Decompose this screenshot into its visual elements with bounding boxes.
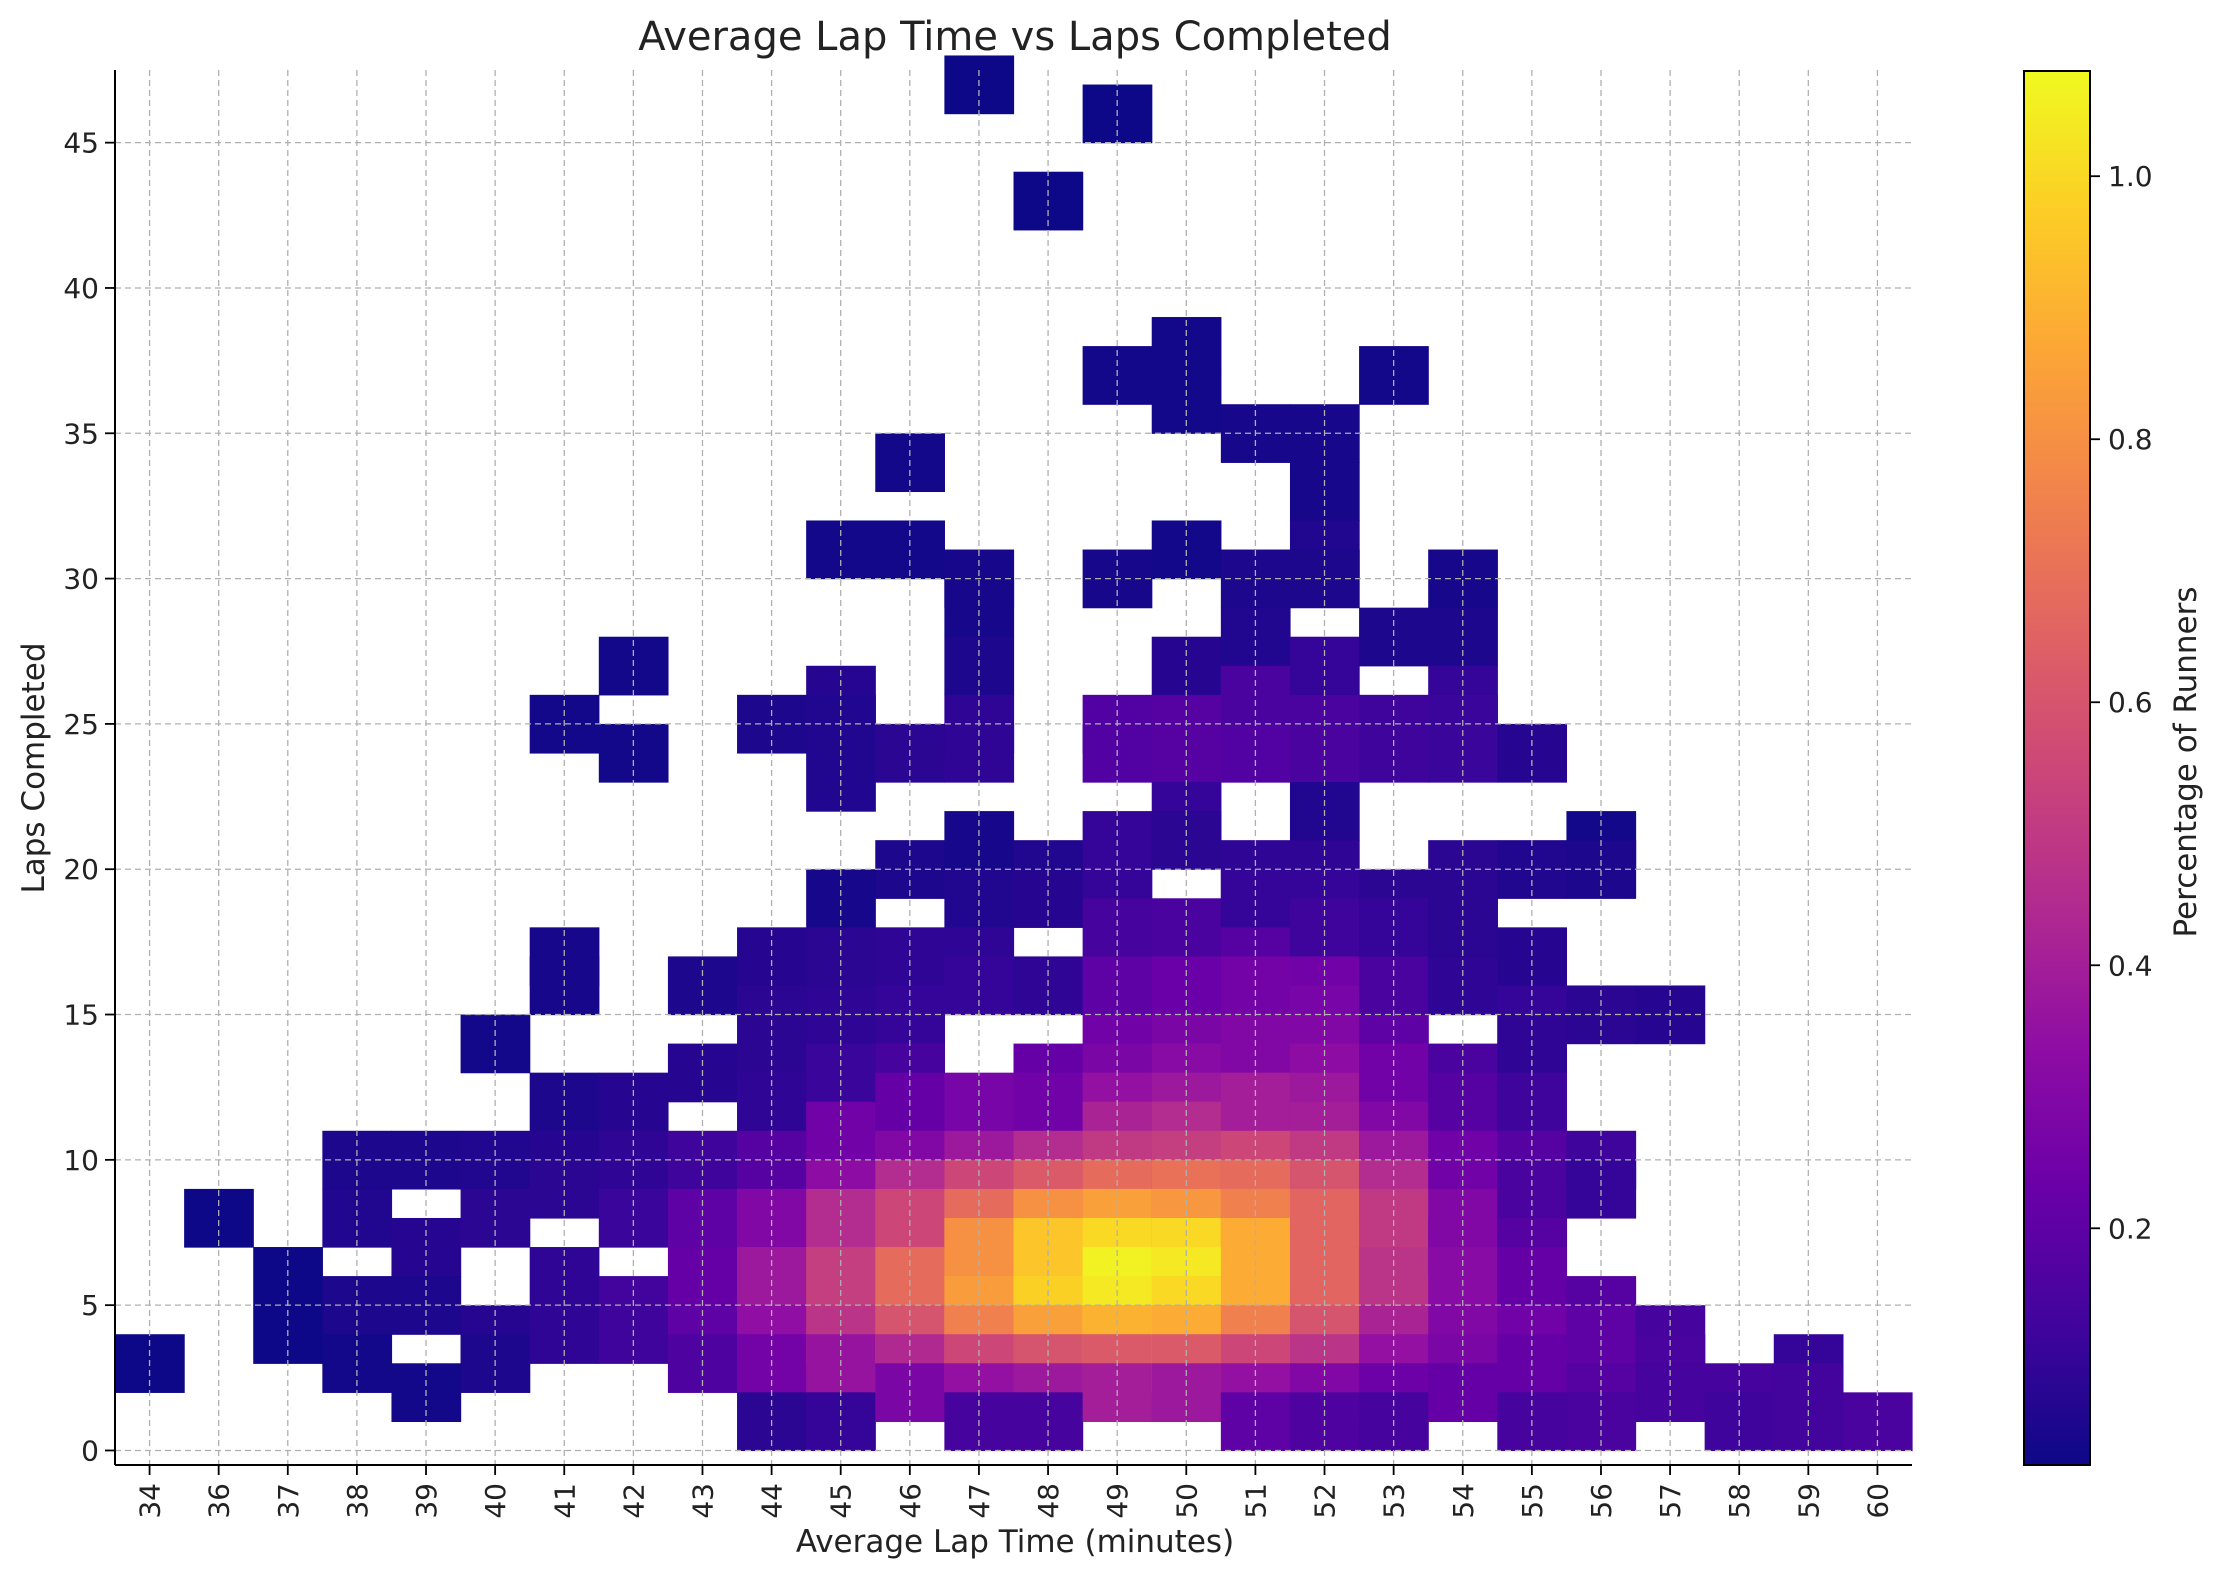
x-tick-label: 56 [1585,1483,1618,1519]
grid-lines [115,70,1912,1465]
heatmap-cell [322,1188,393,1248]
heatmap-cell [944,1217,1015,1277]
heatmap-cell [875,1188,945,1248]
x-tick-label: 48 [1032,1483,1065,1519]
colorbar-tick-label: 0.8 [2108,423,2153,456]
x-tick-label: 60 [1861,1483,1894,1519]
x-tick-label: 38 [341,1483,374,1519]
heatmap-cell [184,1188,254,1248]
heatmap-cell [944,869,1015,928]
heatmap-cell [1220,607,1291,667]
heatmap-cell [737,927,807,987]
colorbar-tick-label: 0.2 [2108,1212,2153,1245]
heatmap-cell [806,869,876,928]
heatmap-cell [875,927,945,987]
y-tick-label: 10 [63,1144,99,1177]
x-axis-label: Average Lap Time (minutes) [796,1524,1234,1560]
x-tick-label: 52 [1309,1483,1342,1519]
x-tick-label: 34 [134,1483,167,1519]
y-tick-label: 30 [63,563,99,596]
x-tick-label: 41 [548,1483,581,1519]
x-tick-label: 40 [479,1483,512,1519]
y-tick-label: 0 [81,1434,99,1467]
x-tick-label: 46 [894,1483,927,1519]
colorbar-tick-label: 1.0 [2108,160,2153,193]
heatmap-cell [1359,1188,1429,1248]
heatmap-cell [1428,898,1498,958]
heatmap-cell [460,1188,531,1248]
x-tick-label: 55 [1516,1483,1549,1519]
x-tick-label: 39 [410,1483,443,1519]
x-tick-label: 50 [1170,1483,1203,1519]
heatmap-cell [1428,607,1498,667]
x-tick-label: 58 [1723,1483,1756,1519]
y-tick-label: 45 [63,127,99,160]
heatmap-cell [1082,898,1153,958]
y-tick-label: 20 [63,853,99,886]
y-tick-label: 5 [81,1289,99,1322]
colorbar: 0.2 0.4 0.6 0.8 1.0 [2023,70,2153,1466]
heatmap-cell [1289,1188,1360,1248]
y-tick-label: 25 [63,708,99,741]
heatmap-cell [1151,898,1222,958]
heatmap-cell [1013,869,1084,928]
x-tick-label: 45 [825,1483,858,1519]
heatmap-cell [1220,869,1291,928]
x-tick-label: 54 [1447,1483,1480,1519]
y-tick-label: 15 [63,999,99,1032]
x-tick-label: 49 [1101,1483,1134,1519]
heatmap-cell [598,1188,669,1248]
heatmap-cell [806,927,876,987]
colorbar-tick-label: 0.6 [2108,686,2153,719]
heatmap-cell [806,1188,876,1248]
x-tick-label: 44 [756,1483,789,1519]
x-tick-label: 47 [963,1483,996,1519]
y-axis-label: Laps Completed [16,642,52,893]
colorbar-label: Percentage of Runners [2168,586,2204,937]
heatmap-cell [667,1188,738,1248]
y-tick-label: 35 [63,417,99,450]
x-tick-label: 36 [203,1483,236,1519]
x-tick-label: 42 [617,1483,650,1519]
x-tick-label: 57 [1654,1483,1687,1519]
x-tick-label: 43 [686,1483,719,1519]
chart-title: Average Lap Time vs Laps Completed [638,14,1392,60]
axes: 34 36 37 38 39 40 41 42 43 44 45 46 47 48 49 50 51 52 53 54… [63,70,1912,1519]
x-tick-label: 51 [1239,1483,1272,1519]
heatmap-cell [1497,927,1568,987]
x-tick-label: 53 [1378,1483,1411,1519]
heatmap-cell [529,1159,600,1219]
colorbar-tick-label: 0.4 [2108,949,2153,982]
x-tick-label: 59 [1792,1483,1825,1519]
heatmap-cell [1289,898,1360,958]
heatmap-cell [391,1217,462,1277]
heatmap-cell [1566,1159,1637,1219]
heatmap-cell [1013,1217,1084,1277]
heatmap-cell [1359,898,1429,958]
heatmap-cell [737,1188,807,1248]
x-tick-label: 37 [272,1483,305,1519]
heatmap-cell [944,578,1015,638]
heatmap-cell [1359,607,1429,667]
heatmap-cell [1220,1217,1291,1277]
y-tick-label: 40 [63,272,99,305]
colorbar-gradient [2023,70,2091,1466]
